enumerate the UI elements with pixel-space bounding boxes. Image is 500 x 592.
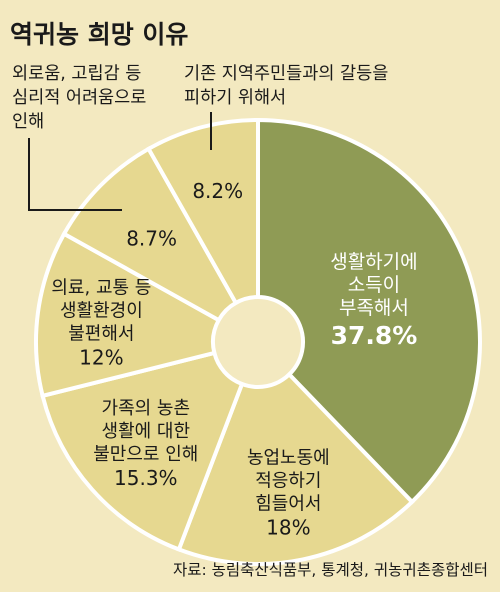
slice-label-1-line-1: 생활하기에 — [330, 251, 417, 273]
annotation-1-line-2: 심리적 어려움으로 — [12, 88, 146, 108]
annotation-1-line-1: 외로움, 고립감 등 — [12, 64, 141, 84]
donut-slice-4 — [34, 231, 222, 399]
source-note: 자료: 농림축산식품부, 통계청, 귀농귀촌종합센터 — [173, 561, 488, 579]
slice-label-2-line-1: 농업노동에 — [247, 447, 330, 468]
annotation-2-line-2: 피하기 위해서 — [184, 88, 286, 108]
slice-label-3-line-2: 생활에 대한 — [102, 421, 191, 442]
slices-layer — [34, 117, 482, 566]
annotation-1-line-3: 인해 — [12, 112, 44, 132]
donut-slice-3 — [40, 350, 245, 553]
slice-value-2: 18% — [266, 515, 310, 539]
slice-value-5: 8.7% — [126, 226, 177, 250]
slice-label-1-line-2: 소득이 — [348, 274, 400, 296]
slice-label-3-line-3: 불만으로 인해 — [93, 444, 198, 465]
slice-label-4-line-3: 불편해서 — [68, 324, 134, 345]
slice-label-4-line-2: 생활환경이 — [60, 301, 143, 322]
leader-lines-layer — [28, 112, 212, 211]
slice-label-4-line-1: 의료, 교통 등 — [51, 278, 151, 299]
slice-label-2-line-3: 힘들어서 — [255, 493, 321, 514]
slice-value-1: 37.8% — [331, 321, 418, 350]
donut-slice-6 — [145, 117, 260, 306]
donut-slice-2 — [176, 371, 415, 566]
slice-label-2-line-2: 적응하기 — [255, 470, 321, 491]
donut-slice-5 — [61, 146, 239, 323]
annotation-leader-line-1 — [28, 138, 122, 211]
slice-label-3-line-1: 가족의 농촌 — [102, 398, 191, 419]
slice-value-4: 12% — [79, 346, 123, 370]
donut-slice-1 — [256, 117, 482, 505]
chart-title: 역귀농 희망 이유 — [10, 20, 188, 49]
slice-label-1-line-3: 부족해서 — [339, 297, 409, 319]
slice-value-3: 15.3% — [114, 466, 178, 490]
slice-value-6: 8.2% — [192, 179, 243, 203]
annotation-2-line-1: 기존 지역주민들과의 갈등을 — [184, 64, 388, 84]
